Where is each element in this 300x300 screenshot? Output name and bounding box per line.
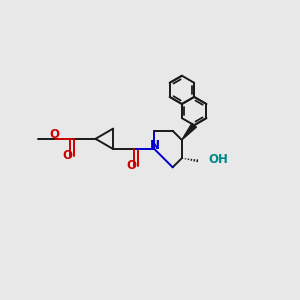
Text: O: O: [62, 149, 72, 162]
Text: OH: OH: [208, 153, 228, 166]
Text: N: N: [150, 139, 160, 152]
Text: O: O: [49, 128, 59, 141]
Polygon shape: [182, 123, 196, 140]
Text: O: O: [127, 159, 136, 172]
